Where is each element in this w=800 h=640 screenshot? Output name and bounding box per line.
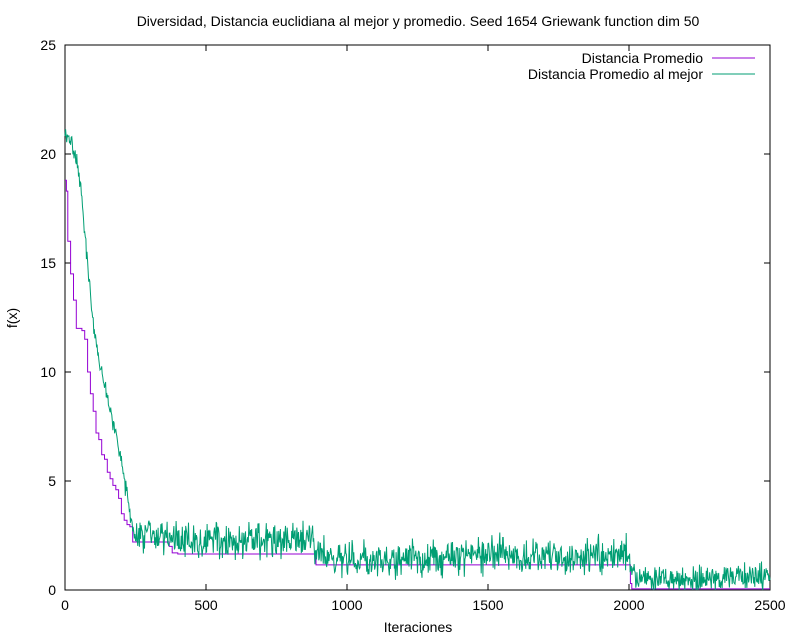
x-tick-label: 2500 bbox=[754, 597, 785, 613]
legend-label: Distancia Promedio al mejor bbox=[528, 66, 703, 82]
y-axis-label: f(x) bbox=[4, 308, 20, 328]
y-tick-label: 5 bbox=[48, 473, 56, 489]
x-tick-label: 0 bbox=[61, 597, 69, 613]
y-tick-label: 10 bbox=[40, 364, 56, 380]
x-axis-label: Iteraciones bbox=[384, 619, 452, 635]
series-layer bbox=[64, 129, 771, 591]
chart-title: Diversidad, Distancia euclidiana al mejo… bbox=[137, 13, 700, 29]
plot-frame bbox=[64, 44, 771, 591]
x-tick-label: 2000 bbox=[613, 597, 644, 613]
y-tick-label: 25 bbox=[40, 37, 56, 53]
series-line-1 bbox=[65, 179, 770, 590]
y-tick-label: 0 bbox=[48, 582, 56, 598]
y-axis: 0 5 10 15 20 25 bbox=[40, 37, 770, 598]
legend-label: Distancia Promedio bbox=[582, 50, 704, 66]
y-tick-label: 20 bbox=[40, 146, 56, 162]
x-tick-label: 1500 bbox=[472, 597, 503, 613]
y-tick-label: 15 bbox=[40, 255, 56, 271]
x-axis: 0 500 1000 1500 2000 2500 bbox=[61, 45, 786, 613]
series-line-2 bbox=[64, 129, 771, 591]
x-tick-label: 1000 bbox=[331, 597, 362, 613]
x-tick-label: 500 bbox=[194, 597, 218, 613]
